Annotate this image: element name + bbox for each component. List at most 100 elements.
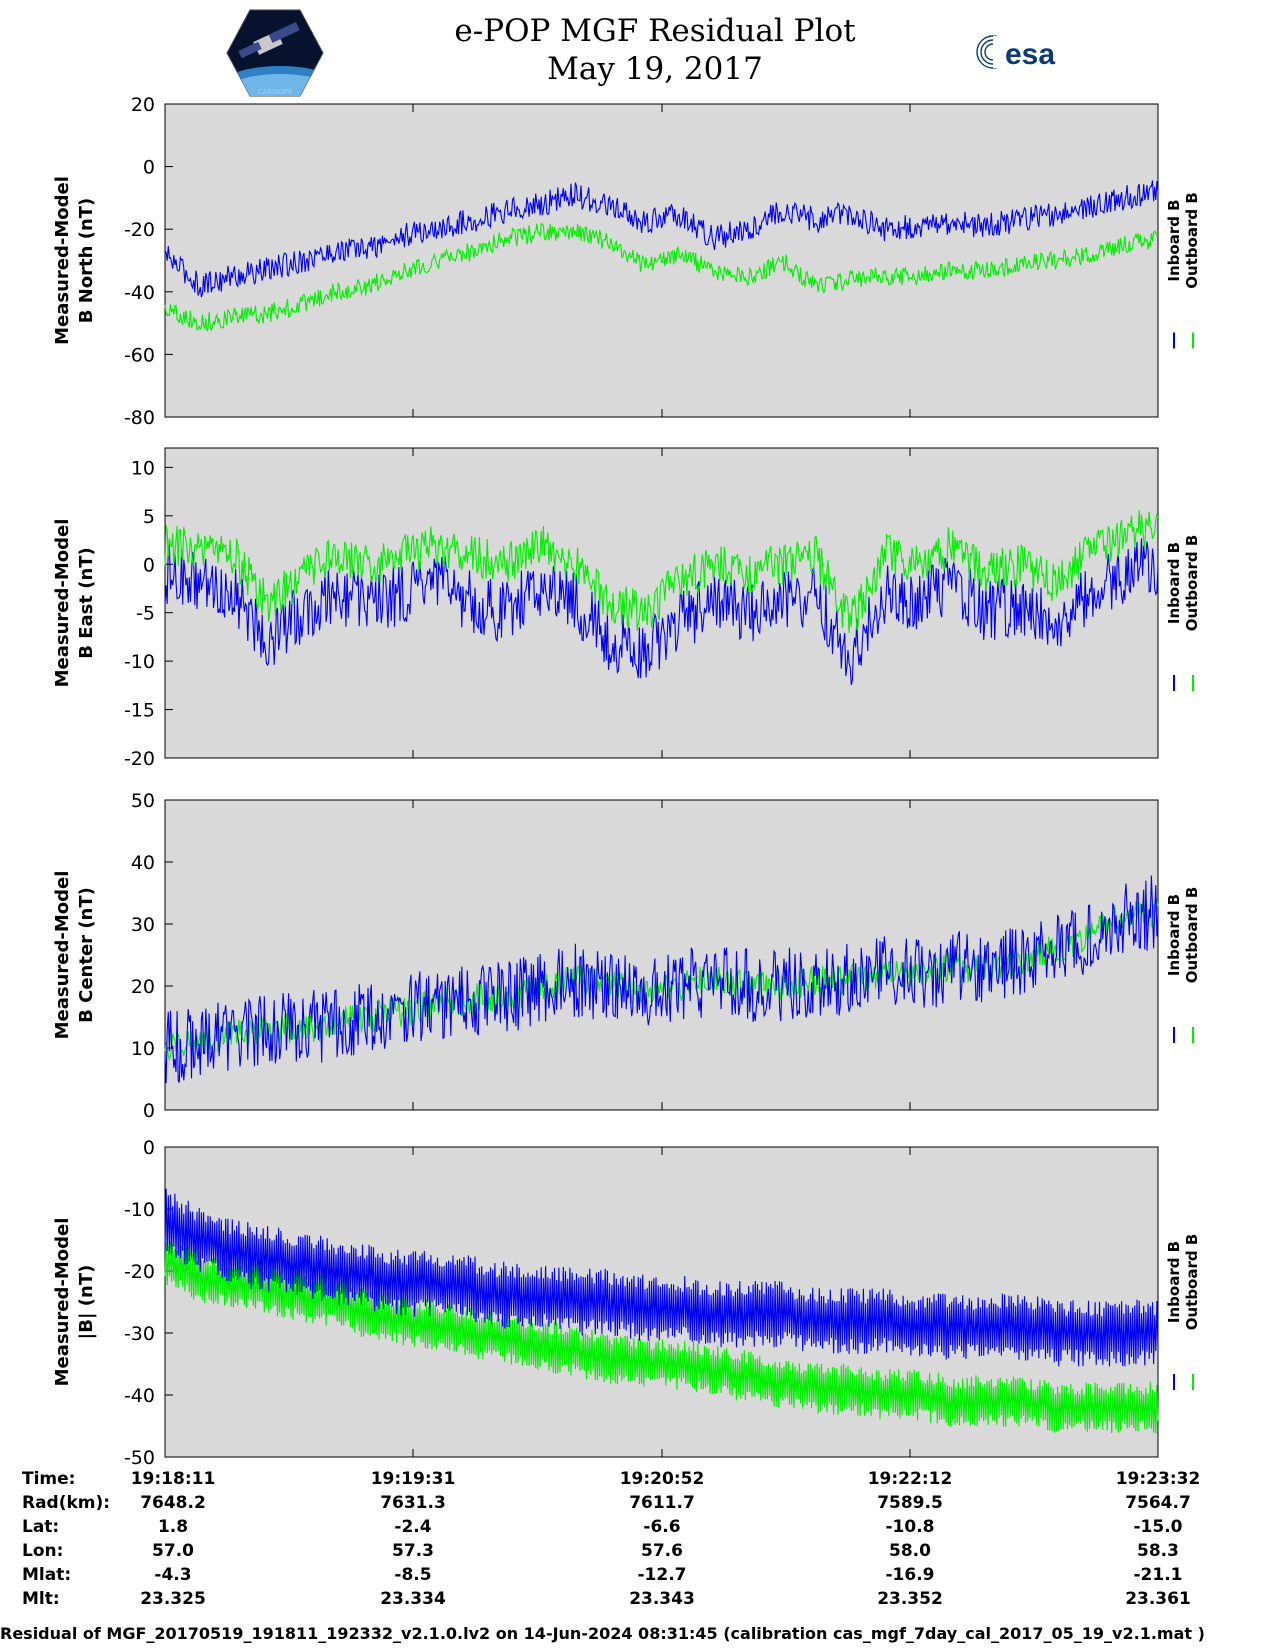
y-tick-label: 0 — [143, 1137, 155, 1159]
info-row: Lon: 57.0 57.3 57.6 58.0 58.3 — [0, 1541, 1275, 1565]
info-row: Lat: 1.8 -2.4 -6.6 -10.8 -15.0 — [0, 1517, 1275, 1541]
info-cell: 19:22:12 — [867, 1469, 953, 1489]
y-tick-label: -60 — [124, 344, 155, 366]
info-cell: 23.343 — [629, 1589, 695, 1609]
plot-area — [164, 447, 1159, 759]
info-row-label: Mlat: — [22, 1565, 72, 1585]
info-cell: 7589.5 — [877, 1493, 943, 1513]
cassiope-logo: CASSIOPE — [226, 9, 324, 97]
y-axis-label-line-1: Measured-Model — [52, 1218, 73, 1387]
series-line-inboard — [164, 875, 1159, 1084]
legend-outboard-label: Outboard B — [1183, 192, 1201, 289]
legend: Inboard B Outboard B — [1165, 192, 1201, 349]
info-cell: -10.8 — [885, 1517, 935, 1537]
info-cell: 19:19:31 — [370, 1469, 456, 1489]
y-tick-label: -50 — [124, 1447, 155, 1469]
info-cell: 57.0 — [152, 1541, 194, 1561]
series-line-outboard — [164, 898, 1159, 1062]
info-cell: 23.334 — [380, 1589, 446, 1609]
esa-logo: esa — [976, 35, 1055, 71]
legend-inboard-label: Inboard B — [1165, 542, 1183, 624]
y-tick-label: -10 — [124, 651, 155, 673]
legend-inboard-label: Inboard B — [1165, 894, 1183, 976]
series-line-inboard — [164, 538, 1159, 686]
info-cell: -8.5 — [394, 1565, 432, 1585]
y-axis-label: Measured-Model |B| (nT) — [52, 1218, 97, 1387]
y-axis-label: Measured-Model B East (nT) — [52, 519, 97, 688]
y-tick-label: -80 — [124, 407, 155, 429]
y-tick-label: 30 — [131, 914, 155, 936]
series-line-outboard — [164, 1241, 1159, 1434]
y-tick-label: 0 — [143, 157, 155, 179]
info-cell: 19:23:32 — [1115, 1469, 1201, 1489]
info-cell: 7611.7 — [629, 1493, 695, 1513]
info-cell: 23.325 — [140, 1589, 206, 1609]
info-cell: -15.0 — [1133, 1517, 1183, 1537]
y-tick-label: -40 — [124, 1385, 155, 1407]
info-cell: 58.0 — [889, 1541, 931, 1561]
info-cell: 57.3 — [392, 1541, 434, 1561]
y-tick-label: -20 — [124, 748, 155, 770]
y-tick-label: -5 — [136, 603, 155, 625]
info-cell: 58.3 — [1137, 1541, 1179, 1561]
info-row-label: Lat: — [22, 1517, 60, 1537]
legend-outboard-label: Outboard B — [1183, 887, 1201, 984]
y-axis-label: Measured-Model B Center (nT) — [52, 871, 97, 1040]
y-tick-label: 0 — [143, 554, 155, 576]
panel-2: 10 5 0 -5 -10 -15 -20 Measured-Model B East (nT)… — [52, 447, 1201, 770]
series-line-outboard — [164, 222, 1159, 332]
info-row-label: Lon: — [22, 1541, 64, 1561]
y-axis-label-line-1: Measured-Model — [52, 871, 73, 1040]
y-tick-label: -40 — [124, 282, 155, 304]
y-tick-label: 20 — [131, 976, 155, 998]
info-cell: -4.3 — [154, 1565, 192, 1585]
y-axis-label-line-2: |B| (nT) — [76, 1265, 97, 1340]
y-tick-label: -20 — [124, 219, 155, 241]
info-cell: 57.6 — [641, 1541, 683, 1561]
legend-outboard-label: Outboard B — [1183, 1234, 1201, 1331]
info-cell: 1.8 — [157, 1517, 189, 1537]
info-cell: -6.6 — [643, 1517, 681, 1537]
y-axis-label-line-2: B East (nT) — [76, 547, 97, 659]
y-axis-label-line-2: B Center (nT) — [76, 887, 97, 1023]
y-tick-label: -15 — [124, 700, 155, 722]
series-line-inboard — [164, 1188, 1159, 1367]
footer-caption: Residual of MGF_20170519_191811_192332_v… — [0, 1624, 1205, 1643]
info-row: Rad(km): 7648.2 7631.3 7611.7 7589.5 7564.7 — [0, 1493, 1275, 1517]
legend: Inboard B Outboard B — [1165, 887, 1201, 1043]
y-tick-label: 40 — [131, 852, 155, 874]
info-cell: 19:20:52 — [619, 1469, 705, 1489]
info-row: Mlt: 23.325 23.334 23.343 23.352 23.361 — [0, 1589, 1275, 1613]
info-row-label: Time: — [22, 1469, 76, 1489]
y-axis-label-line-1: Measured-Model — [52, 176, 73, 345]
logo-left-label: CASSIOPE — [258, 88, 293, 96]
y-tick-label: 50 — [131, 790, 155, 812]
y-tick-label: 20 — [131, 94, 155, 116]
chart-title: e-POP MGF Residual Plot May 19, 2017 — [360, 12, 950, 88]
y-tick-label: 10 — [131, 1038, 155, 1060]
legend-outboard-label: Outboard B — [1183, 535, 1201, 632]
legend-inboard-label: Inboard B — [1165, 199, 1183, 281]
series-line-inboard — [164, 180, 1159, 298]
y-axis-label-line-1: Measured-Model — [52, 519, 73, 688]
info-row-label: Rad(km): — [22, 1493, 111, 1513]
info-cell: 7648.2 — [140, 1493, 206, 1513]
info-row: Time: 19:18:11 19:19:31 19:20:52 19:22:12 19:… — [0, 1469, 1275, 1493]
y-tick-label: 10 — [131, 457, 155, 479]
info-row-label: Mlt: — [22, 1589, 60, 1609]
y-tick-label: 5 — [143, 506, 155, 528]
legend: Inboard B Outboard B — [1165, 535, 1201, 691]
legend: Inboard B Outboard B — [1165, 1234, 1201, 1390]
panel-4: 0 -10 -20 -30 -40 -50 Measured-Model |B| (nT) In… — [52, 1137, 1201, 1469]
title-line-2: May 19, 2017 — [547, 51, 763, 87]
info-cell: -21.1 — [1133, 1565, 1183, 1585]
info-cell: 19:18:11 — [130, 1469, 216, 1489]
info-cell: -16.9 — [885, 1565, 935, 1585]
legend-inboard-label: Inboard B — [1165, 1241, 1183, 1323]
y-axis-label-line-2: B North (nT) — [76, 198, 97, 324]
info-cell: -2.4 — [394, 1517, 432, 1537]
y-tick-label: -10 — [124, 1199, 155, 1221]
info-cell: 23.361 — [1125, 1589, 1191, 1609]
info-cell: 7631.3 — [380, 1493, 446, 1513]
